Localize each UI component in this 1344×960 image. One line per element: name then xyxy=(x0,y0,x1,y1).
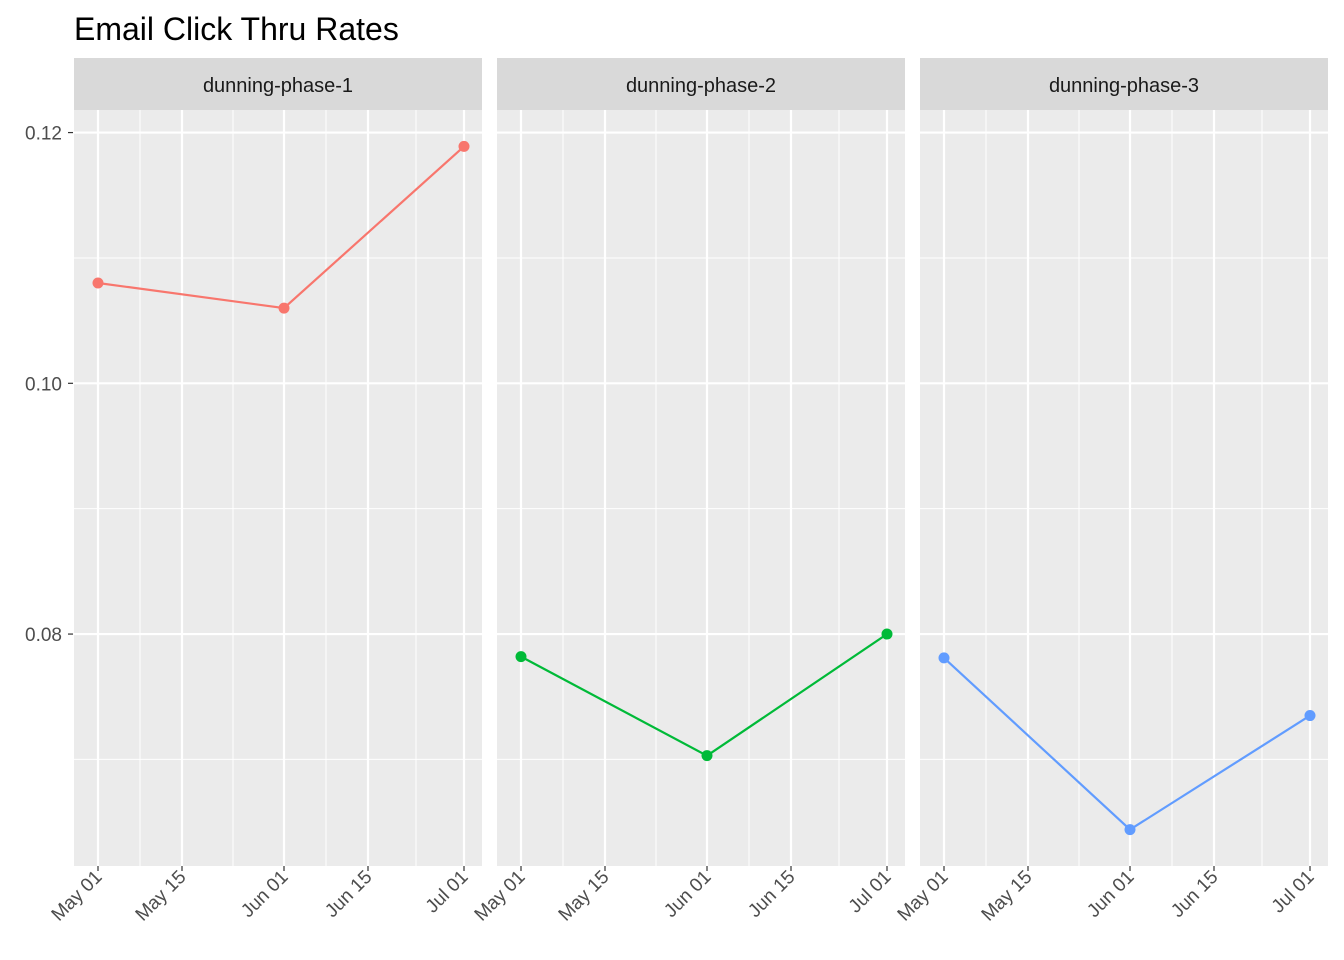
data-point xyxy=(278,302,290,314)
x-tick-label: May 15 xyxy=(978,867,1037,926)
x-tick-label: Jun 15 xyxy=(321,867,376,922)
facet-strip-label: dunning-phase-2 xyxy=(626,75,776,97)
data-point xyxy=(1124,824,1136,836)
x-tick-label: May 01 xyxy=(894,867,953,926)
x-tick-label: Jun 01 xyxy=(660,867,715,922)
x-tick-label: Jun 01 xyxy=(237,867,292,922)
y-axis: 0.08 0.10 0.12 xyxy=(25,124,73,646)
chart-title: Email Click Thru Rates xyxy=(74,11,399,47)
data-point xyxy=(515,651,527,663)
panel-background xyxy=(497,110,905,866)
facet-panel-dunning-phase-2: dunning-phase-2 May 01 May 15 Jun 01 Jun 15 J… xyxy=(471,58,905,926)
data-point xyxy=(881,628,893,640)
data-point xyxy=(701,750,713,762)
x-tick-label: Jul 01 xyxy=(422,867,473,918)
panel-background xyxy=(74,110,482,866)
data-point xyxy=(92,277,104,289)
facet-panel-dunning-phase-3: dunning-phase-3 May 01 May 15 Jun 01 Jun 15 J… xyxy=(894,58,1328,926)
facet-strip-label: dunning-phase-1 xyxy=(203,75,353,97)
x-tick-label: May 15 xyxy=(132,867,191,926)
data-point xyxy=(938,652,950,664)
x-tick-label: May 15 xyxy=(555,867,614,926)
facet-strip xyxy=(74,58,482,110)
x-tick-label: Jun 15 xyxy=(744,867,799,922)
x-tick-label: Jun 01 xyxy=(1083,867,1138,922)
panel-background xyxy=(920,110,1328,866)
facet-panel-dunning-phase-1: dunning-phase-1 May 01 May 15 Jun 01 Jun 15 J… xyxy=(48,58,482,926)
data-point xyxy=(1304,710,1316,722)
facet-panels: dunning-phase-1 May 01 May 15 Jun 01 Jun 15 J… xyxy=(48,58,1328,926)
facet-strip xyxy=(920,58,1328,110)
data-point xyxy=(458,140,470,152)
facet-strip xyxy=(497,58,905,110)
x-tick-label: May 01 xyxy=(48,867,107,926)
x-tick-label: Jun 15 xyxy=(1167,867,1222,922)
x-tick-label: May 01 xyxy=(471,867,530,926)
y-tick-label: 0.10 xyxy=(25,374,62,395)
y-tick-label: 0.08 xyxy=(25,625,62,646)
x-tick-label: Jul 01 xyxy=(845,867,896,918)
facet-strip-label: dunning-phase-3 xyxy=(1049,75,1199,97)
x-tick-label: Jul 01 xyxy=(1268,867,1319,918)
y-tick-label: 0.12 xyxy=(25,124,62,145)
